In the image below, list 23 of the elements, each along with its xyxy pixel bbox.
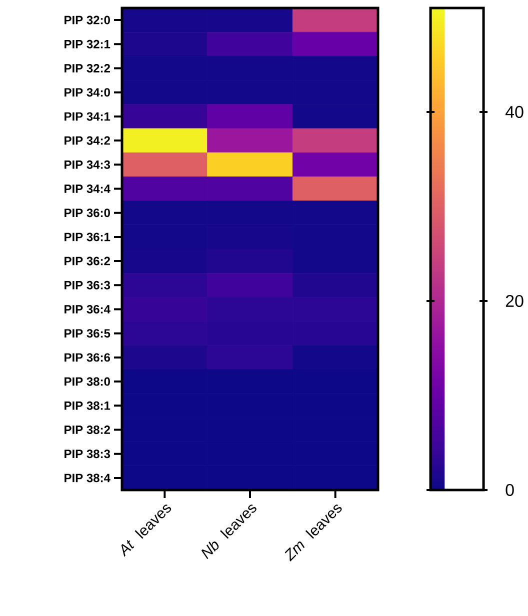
color-bar-label: 20: [506, 294, 524, 307]
y-tick-label: PIP 36:0: [64, 208, 110, 218]
y-tick-label: PIP 38:0: [64, 377, 110, 386]
y-tick-label: PIP 38:4: [64, 474, 110, 482]
y-tick-label: PIP 32:2: [64, 64, 110, 73]
y-tick-label: PIP 34:1: [64, 112, 110, 121]
y-tick-label: PIP 38:3: [64, 450, 110, 458]
y-tick-label: PIP 34:3: [64, 160, 110, 169]
color-bar-label: 0: [506, 484, 514, 496]
y-tick-label: PIP 34:0: [64, 88, 110, 97]
y-tick-label: PIP 36:2: [64, 256, 110, 266]
y-tick-label: PIP 36:3: [64, 280, 110, 290]
y-tick-label: PIP 34:4: [64, 184, 110, 194]
y-tick-label: PIP 34:2: [64, 136, 110, 145]
y-tick-label: PIP 32:1: [64, 40, 110, 48]
y-tick-label: PIP 36:1: [64, 232, 110, 242]
y-tick-label: PIP 32:0: [64, 16, 110, 24]
y-tick-label: PIP 38:1: [64, 401, 110, 410]
y-tick-label: PIP 36:6: [64, 353, 110, 362]
y-tick-label: PIP 38:2: [64, 426, 110, 434]
y-tick-label: PIP 36:5: [64, 329, 110, 338]
y-tick-label: PIP 36:4: [64, 305, 110, 314]
color-bar-label: 40: [505, 106, 524, 118]
